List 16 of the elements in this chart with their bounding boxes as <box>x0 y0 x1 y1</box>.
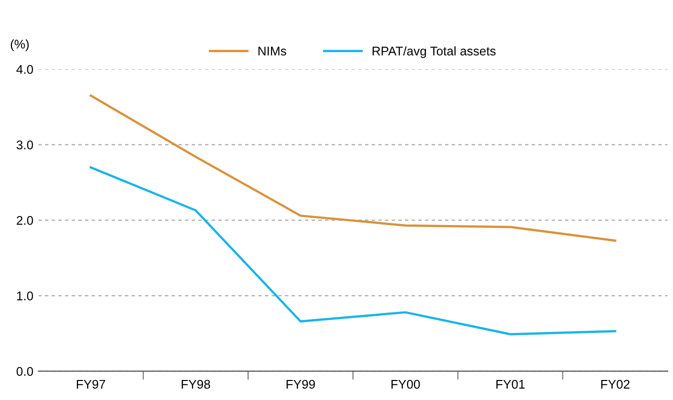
x-tick-label: FY98 <box>182 380 210 389</box>
legend-label: RPAT/avg Total assets <box>372 46 496 58</box>
y-tick-label: 3.0 <box>16 140 34 150</box>
x-tick-label: FY01 <box>496 380 525 389</box>
line-series <box>90 166 616 336</box>
legend-label: NIMs <box>258 46 286 56</box>
y-axis-title: (%) <box>10 39 29 52</box>
line-series <box>90 94 616 242</box>
y-tick-label: 1.0 <box>17 292 34 300</box>
y-tick-label: 4.0 <box>16 65 34 74</box>
y-tick-label: 2.0 <box>16 216 34 225</box>
y-tick-label: 0.0 <box>16 367 34 376</box>
x-tick-label: FY99 <box>286 380 315 389</box>
x-tick-label: FY02 <box>601 380 630 389</box>
x-tick-label: FY00 <box>392 380 420 389</box>
x-tick-label: FY97 <box>76 380 106 389</box>
